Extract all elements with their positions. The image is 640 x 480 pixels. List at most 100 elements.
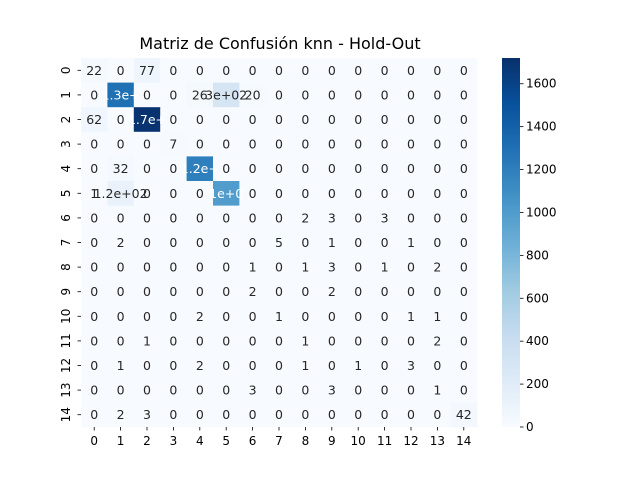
heatmap-cell [397,279,425,305]
heatmap-cell [397,107,425,133]
heatmap-cell [424,304,451,329]
heatmap-cell [213,181,240,206]
heatmap-cell [371,230,399,256]
cell-annotation: 0 [381,333,389,348]
cell-annotation: 1 [381,260,389,275]
heatmap-cells [81,58,478,428]
heatmap-cell [186,353,214,379]
cell-annotation: 0 [301,407,309,422]
cell-annotation: 0 [301,284,309,299]
cell-annotation: 0 [117,284,125,299]
cell-annotation: 0 [196,137,204,152]
y-tick-label: 7 [59,239,73,247]
heatmap-cell [450,377,478,403]
heatmap-cell [424,254,451,280]
heatmap-cell [345,230,372,256]
heatmap-cell [450,131,478,157]
heatmap-cell [424,131,451,157]
heatmap-cell [213,205,240,231]
cell-annotation: 0 [222,284,230,299]
heatmap-cell [265,131,293,157]
cell-annotation: 3 [381,210,389,225]
heatmap-cell [133,254,161,280]
heatmap-cell [397,402,425,428]
heatmap-cell [213,353,240,379]
heatmap-cell [371,58,399,83]
cell-annotation: 0 [169,260,177,275]
cell-annotation: 0 [328,358,336,373]
heatmap-cell [292,353,319,379]
cell-annotation: 2 [117,235,125,250]
cell-annotation: 0 [354,284,362,299]
heatmap-cell [371,304,399,329]
heatmap-cell [81,353,108,379]
heatmap-cell [345,82,372,108]
heatmap-cell [292,402,319,428]
cell-annotation: 0 [328,161,336,176]
cell-annotation: 0 [328,137,336,152]
heatmap-cell [81,402,108,428]
heatmap-cell [371,254,399,280]
heatmap-cell [450,254,478,280]
cell-annotation: 0 [301,161,309,176]
cell-annotation: 0 [433,63,441,78]
heatmap-cell [371,377,399,403]
cell-annotation: 0 [433,358,441,373]
x-tick-label: 10 [351,434,366,448]
cell-annotation: 0 [301,63,309,78]
cell-annotation: 0 [381,407,389,422]
cell-annotation: 0 [249,333,257,348]
cell-annotation: 0 [143,186,151,201]
cell-annotation: 0 [433,161,441,176]
heatmap-cell [160,254,187,280]
colorbar [502,58,520,427]
heatmap-cell [213,58,240,83]
cell-annotation: 0 [460,161,468,176]
heatmap-cell [213,377,240,403]
heatmap-cell [292,254,319,280]
cell-annotation: 0 [249,186,257,201]
heatmap-cell [450,205,478,231]
heatmap-cell [397,230,425,256]
x-tick-label: 9 [328,434,336,448]
heatmap-cell [133,353,161,379]
heatmap-cell [213,156,240,182]
heatmap-cell [265,377,293,403]
cell-annotation: 0 [275,161,283,176]
cell-annotation: 0 [354,333,362,348]
heatmap-cell [397,58,425,83]
heatmap-cell [424,328,451,354]
cell-annotation: 0 [90,235,98,250]
heatmap-cell [318,156,346,182]
cell-annotation: 0 [117,210,125,225]
heatmap-cell [239,82,267,108]
x-tick-label: 8 [302,434,310,448]
heatmap-cell [318,107,346,133]
cell-annotation: 0 [381,383,389,398]
cell-annotation: 1 [301,358,309,373]
cell-annotation: 0 [433,137,441,152]
cell-annotation: 0 [275,186,283,201]
heatmap-cell [186,230,214,256]
cell-annotation: 0 [196,235,204,250]
y-tick-label: 14 [59,407,73,422]
cell-annotation: 3 [328,210,336,225]
heatmap-cell [397,353,425,379]
x-tick-label: 12 [403,434,418,448]
heatmap-cell [213,254,240,280]
cell-annotation: 3 [143,407,151,422]
heatmap-cell [450,58,478,83]
cell-annotation: 0 [433,235,441,250]
cell-annotation: 0 [275,137,283,152]
heatmap-cell [133,156,161,182]
heatmap-cell [318,254,346,280]
cell-annotation: 0 [117,383,125,398]
cell-annotation: 1 [407,235,415,250]
heatmap-cell [450,181,478,206]
cell-annotation: 2 [433,260,441,275]
heatmap-cell [213,230,240,256]
cell-annotation: 0 [90,161,98,176]
cell-annotation: 0 [433,186,441,201]
cell-annotation: 0 [90,358,98,373]
